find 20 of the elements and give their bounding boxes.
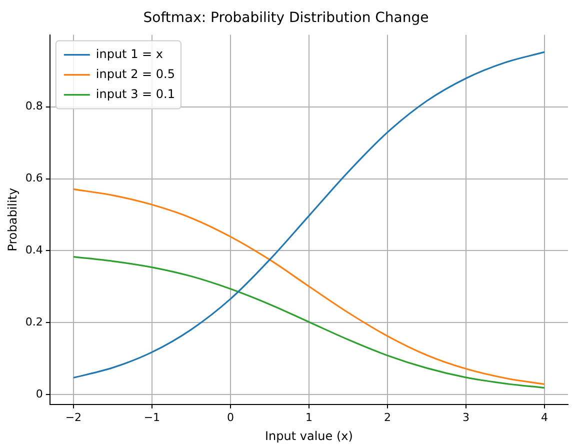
y-tick-label: 0.2	[25, 316, 43, 329]
x-tick-label: −2	[65, 410, 82, 424]
y-tick-label: 0.6	[25, 172, 43, 185]
line-series	[72, 188, 546, 386]
x-tick-label: −1	[144, 410, 160, 424]
x-tick-label: 0	[226, 410, 234, 424]
legend-label: input 3 = 0.1	[96, 86, 175, 101]
legend-label: input 2 = 0.5	[96, 66, 175, 81]
x-tick-label: 2	[384, 410, 391, 424]
line-series	[72, 256, 546, 389]
x-tick-label: 1	[305, 410, 312, 424]
chart-title: Softmax: Probability Distribution Change	[143, 10, 429, 26]
x-tick-label: 3	[462, 410, 470, 424]
x-axis-title: Input value (x)	[264, 428, 353, 443]
legend-label: input 1 = x	[96, 46, 164, 61]
y-axis-title: Probability	[5, 188, 20, 252]
y-tick-label: 0	[36, 388, 43, 401]
y-tick-label: 0.8	[25, 100, 43, 113]
x-tick-label: 4	[540, 410, 548, 424]
y-tick-label: 0.4	[25, 244, 43, 257]
